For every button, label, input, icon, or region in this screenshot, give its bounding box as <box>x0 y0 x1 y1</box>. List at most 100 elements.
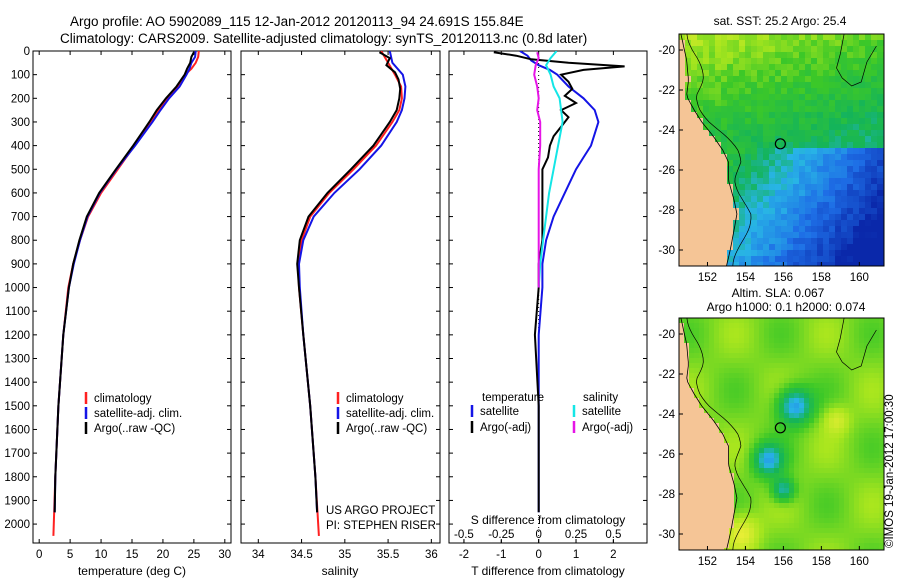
map-cell <box>835 208 842 215</box>
map-cell <box>809 543 815 549</box>
map-cell <box>784 403 790 409</box>
x-tick-label: 15 <box>126 549 139 561</box>
map-cell <box>699 463 705 469</box>
map-cell <box>817 88 824 95</box>
map-cell <box>871 202 878 209</box>
map-cell <box>744 333 750 339</box>
map-cell <box>859 538 865 544</box>
map-cell <box>811 88 818 95</box>
map-cell <box>879 413 884 419</box>
map-cell <box>879 348 884 354</box>
map-cell <box>829 76 836 83</box>
map-cell <box>841 172 848 179</box>
map-cell <box>814 323 820 329</box>
isobath-contour <box>686 34 752 266</box>
map-cell <box>689 368 695 374</box>
map-cell <box>823 262 830 266</box>
map-cell <box>774 358 780 364</box>
map-cell <box>679 358 685 364</box>
map-cell <box>859 423 865 429</box>
map-cell <box>847 130 854 137</box>
map-cell <box>841 244 848 251</box>
map-cell <box>793 64 800 71</box>
map-cell <box>854 408 860 414</box>
map-cell <box>789 378 795 384</box>
map-cell <box>779 323 785 329</box>
map-cell <box>869 543 875 549</box>
map-cell <box>811 250 818 257</box>
map-cell <box>814 398 820 404</box>
map-cell <box>781 70 788 77</box>
map-cell <box>781 238 788 245</box>
map-cell <box>759 518 765 524</box>
map-cell <box>804 428 810 434</box>
map-cell <box>834 453 840 459</box>
map-cell <box>823 100 830 107</box>
map-cell <box>679 178 686 185</box>
map-cell <box>749 508 755 514</box>
map-cell <box>794 393 800 399</box>
map-cell <box>769 333 775 339</box>
map-cell <box>759 378 765 384</box>
map-cell <box>804 518 810 524</box>
map-cell <box>854 443 860 449</box>
map-cell <box>839 523 845 529</box>
map-cell <box>804 463 810 469</box>
map-cell <box>754 388 760 394</box>
map-cell <box>793 226 800 233</box>
map-cell <box>679 483 685 489</box>
map-cell <box>794 478 800 484</box>
map-cell <box>719 513 725 519</box>
map-cell <box>699 383 705 389</box>
map-cell <box>759 503 765 509</box>
map-cell <box>679 124 686 131</box>
map-cell <box>805 196 812 203</box>
map-cell <box>869 423 875 429</box>
map-cell <box>727 46 734 53</box>
map-cell <box>749 448 755 454</box>
map-cell <box>691 124 698 131</box>
map-cell <box>814 353 820 359</box>
map-cell <box>721 94 728 101</box>
map-cell <box>721 166 728 173</box>
map-cell <box>814 423 820 429</box>
map-cell <box>859 383 865 389</box>
map-cell <box>699 433 705 439</box>
map-cell <box>799 373 805 379</box>
map-cell <box>874 348 880 354</box>
map-cell <box>694 528 700 534</box>
map-cell <box>865 256 872 263</box>
map-cell <box>715 256 722 263</box>
map-cell <box>871 88 878 95</box>
map-cell <box>877 52 884 59</box>
map-cell <box>721 76 728 83</box>
map-cell <box>869 473 875 479</box>
map-cell <box>759 413 765 419</box>
map-cell <box>719 323 725 329</box>
map-cell <box>817 250 824 257</box>
map-cell <box>704 488 710 494</box>
map-cell <box>715 190 722 197</box>
map-cell <box>787 118 794 125</box>
map-cell <box>769 383 775 389</box>
map-cell <box>759 493 765 499</box>
map-cell <box>679 538 685 544</box>
map-cell <box>749 443 755 449</box>
map-cell <box>733 166 740 173</box>
map-cell <box>847 46 854 53</box>
map-cell <box>763 34 770 41</box>
map-cell <box>781 208 788 215</box>
map-cell <box>775 184 782 191</box>
map-cell <box>869 493 875 499</box>
map-cell <box>784 373 790 379</box>
map-cell <box>799 82 806 89</box>
map-cell <box>877 244 884 251</box>
map-cell <box>685 220 692 227</box>
map-cell <box>781 202 788 209</box>
map-cell <box>811 214 818 221</box>
map-cell <box>719 413 725 419</box>
map-cell <box>854 318 860 324</box>
map-cell <box>799 190 806 197</box>
map-cell <box>734 518 740 524</box>
map-cell <box>869 443 875 449</box>
